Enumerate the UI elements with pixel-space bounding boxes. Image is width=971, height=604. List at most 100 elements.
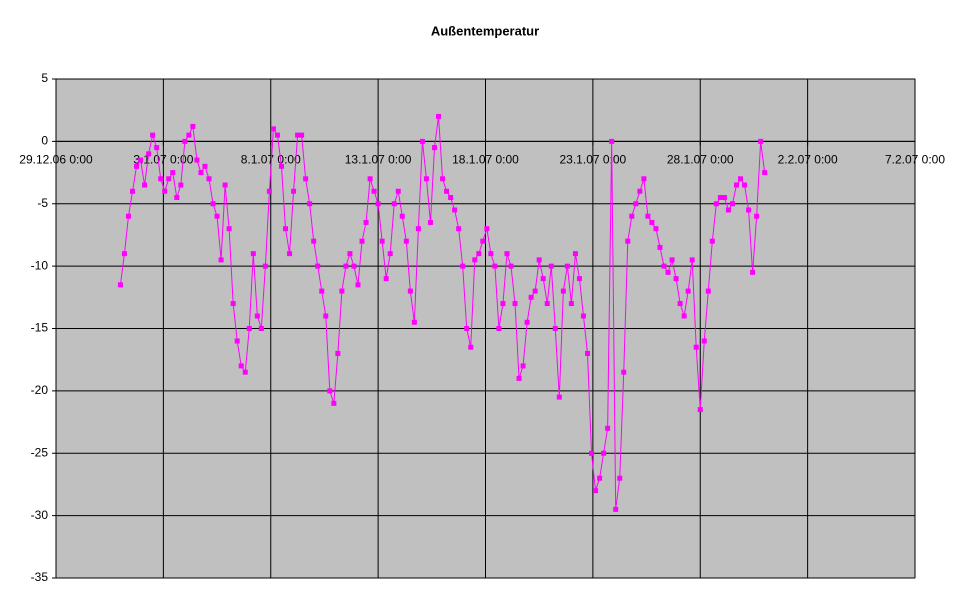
data-point	[170, 170, 176, 176]
data-point	[576, 276, 582, 282]
data-point	[500, 301, 506, 307]
data-point	[142, 182, 148, 188]
data-point	[335, 350, 341, 356]
data-point	[544, 301, 550, 307]
data-point	[283, 226, 289, 232]
data-point	[399, 213, 405, 219]
data-point	[379, 238, 385, 244]
data-point	[339, 288, 345, 294]
data-point	[266, 188, 272, 194]
data-point	[709, 238, 715, 244]
data-point	[230, 301, 236, 307]
data-point	[637, 188, 643, 194]
data-point	[178, 182, 184, 188]
data-point	[347, 251, 353, 257]
data-point	[262, 263, 268, 269]
data-point	[725, 207, 731, 213]
data-point	[738, 176, 744, 182]
data-point	[504, 251, 510, 257]
data-point	[154, 145, 160, 151]
data-point	[375, 201, 381, 207]
data-point	[186, 132, 192, 138]
data-point	[214, 213, 220, 219]
data-point	[174, 195, 180, 201]
data-point	[713, 201, 719, 207]
chart-title: Außentemperatur	[431, 23, 539, 38]
data-point	[391, 201, 397, 207]
data-point	[645, 213, 651, 219]
data-point	[762, 170, 768, 176]
data-point	[556, 394, 562, 400]
data-point	[665, 269, 671, 275]
data-point	[411, 319, 417, 325]
data-point	[278, 163, 284, 169]
data-point	[536, 257, 542, 263]
data-point	[754, 213, 760, 219]
data-point	[528, 294, 534, 300]
data-point	[742, 182, 748, 188]
data-point	[476, 251, 482, 257]
data-point	[681, 313, 687, 319]
data-point	[717, 195, 723, 201]
data-point	[202, 163, 208, 169]
data-point	[568, 301, 574, 307]
data-point	[657, 244, 663, 250]
y-tick-label: 0	[41, 134, 48, 148]
data-point	[633, 201, 639, 207]
data-point	[303, 176, 309, 182]
data-point	[258, 326, 264, 331]
data-point	[564, 263, 570, 269]
data-point	[605, 425, 611, 431]
y-tick-label: -35	[31, 570, 49, 584]
x-tick-label: 7.2.07 0:00	[885, 153, 945, 167]
data-point	[419, 138, 425, 144]
data-point	[460, 263, 466, 269]
data-point	[492, 263, 498, 269]
data-point	[134, 163, 140, 169]
data-point	[431, 145, 437, 151]
data-point	[448, 195, 454, 201]
data-point	[351, 263, 357, 269]
data-point	[585, 350, 591, 356]
data-point	[166, 176, 172, 182]
data-point	[222, 182, 228, 188]
data-point	[146, 151, 152, 157]
data-point	[641, 176, 647, 182]
data-point	[758, 138, 764, 144]
data-point	[444, 188, 450, 194]
data-point	[190, 123, 196, 129]
data-point	[746, 207, 752, 213]
data-point	[532, 288, 538, 294]
data-point	[130, 188, 136, 194]
data-point	[520, 363, 526, 369]
data-point	[242, 369, 248, 375]
data-point	[472, 257, 478, 263]
data-point	[629, 213, 635, 219]
data-point	[323, 313, 329, 319]
data-point	[540, 276, 546, 282]
data-point	[673, 276, 679, 282]
data-point	[182, 138, 188, 144]
data-point	[512, 301, 518, 307]
y-tick-label: -5	[37, 196, 48, 210]
data-point	[238, 363, 244, 369]
data-point	[210, 201, 216, 207]
data-point	[287, 251, 293, 257]
data-point	[516, 375, 522, 381]
data-point	[218, 257, 224, 263]
data-point	[427, 219, 433, 225]
y-tick-label: 5	[41, 71, 48, 85]
data-point	[589, 450, 595, 456]
data-point	[572, 251, 578, 257]
data-point	[697, 407, 703, 413]
x-tick-label: 23.1.07 0:00	[560, 153, 627, 167]
data-point	[206, 176, 212, 182]
data-point	[274, 132, 280, 138]
data-point	[383, 276, 389, 282]
data-point	[307, 201, 313, 207]
data-point	[669, 257, 675, 263]
data-point	[733, 182, 739, 188]
x-tick-label: 8.1.07 0:00	[241, 153, 301, 167]
data-point	[162, 188, 168, 194]
data-point	[488, 251, 494, 257]
